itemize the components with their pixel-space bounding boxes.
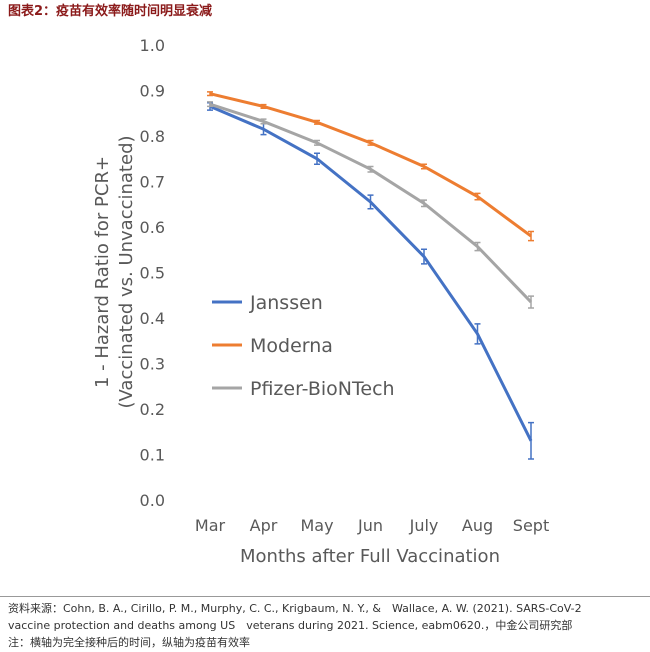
error-bar (207, 91, 213, 97)
y-tick-label: 0.3 (140, 355, 165, 374)
y-tick-label: 0.1 (140, 446, 165, 465)
x-tick-label: May (300, 516, 333, 535)
error-bar (314, 119, 320, 125)
y-axis-label: 1 - Hazard Ratio for PCR+ (92, 156, 113, 388)
y-tick-label: 1.0 (140, 36, 165, 55)
y-tick-label: 0.4 (140, 309, 165, 328)
x-tick-label: July (409, 516, 439, 535)
note: 注：横轴为完全接种后的时间，纵轴为疫苗有效率 (8, 636, 250, 649)
x-tick-label: Jun (357, 516, 383, 535)
error-bar (367, 139, 374, 146)
x-tick-label: Apr (250, 516, 278, 535)
error-bar (421, 163, 427, 170)
error-bar (528, 295, 534, 309)
y-tick-label: 0.7 (140, 173, 165, 192)
chart-title: 图表2：疫苗有效率随时间明显衰减 (8, 3, 212, 19)
line (209, 92, 532, 238)
error-bar (260, 118, 267, 125)
error-bar (207, 101, 213, 108)
error-bar (314, 139, 320, 146)
legend-label: Moderna (250, 335, 333, 357)
y-tick-label: 0.9 (140, 82, 165, 101)
legend-label: Pfizer-BioNTech (250, 378, 395, 400)
y-tick-label: 0.5 (140, 264, 165, 283)
chart: 图表2：疫苗有效率随时间明显衰减 Months after Full Vacci… (8, 3, 549, 567)
y-tick-label: 0.8 (140, 127, 165, 146)
y-tick-label: 0.0 (140, 491, 165, 510)
separator (0, 596, 650, 597)
error-bar (367, 165, 374, 173)
x-tick-label: Mar (195, 516, 226, 535)
y-tick-label: 0.2 (140, 400, 165, 419)
error-bar (260, 103, 267, 109)
error-bar (474, 241, 481, 252)
x-tick-label: Aug (462, 516, 493, 535)
error-bar (528, 230, 534, 242)
source: 资料来源：Cohn, B. A., Cirillo, P. M., Murphy… (8, 602, 582, 615)
error-bar (314, 152, 320, 165)
error-bar (474, 192, 481, 201)
y-axis-label: (Vaccinated vs. Unvaccinated) (116, 135, 137, 408)
source: vaccine protection and deaths among US v… (8, 619, 573, 632)
error-bar (421, 199, 427, 208)
error-bar (421, 248, 427, 265)
y-tick-label: 0.6 (140, 218, 165, 237)
legend-label: Janssen (249, 292, 323, 314)
error-bar (528, 421, 534, 460)
error-bar (367, 194, 374, 210)
error-bar (474, 323, 481, 345)
x-axis-label: Months after Full Vaccination (240, 546, 500, 567)
x-tick-label: Sept (513, 516, 549, 535)
